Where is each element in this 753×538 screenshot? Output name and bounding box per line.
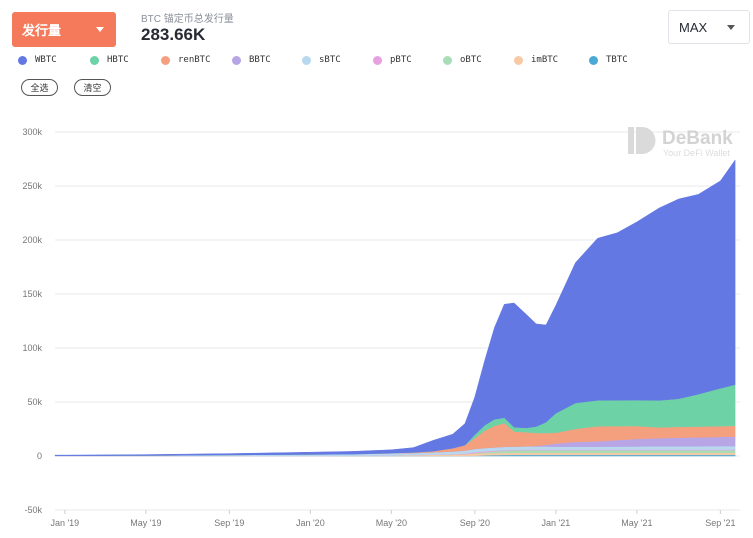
legend-label: TBTC	[606, 55, 628, 65]
metric-selector-button[interactable]: 发行量	[12, 12, 116, 47]
legend-dot-icon	[302, 55, 311, 65]
chevron-down-icon	[727, 25, 735, 30]
legend-dot-icon	[232, 55, 241, 65]
y-tick-label: 100k	[22, 343, 42, 353]
y-tick-label: 50k	[27, 397, 42, 407]
x-tick-label: Sep '19	[214, 518, 244, 528]
x-tick-label: Sep '20	[460, 518, 490, 528]
legend-dot-icon	[18, 55, 27, 65]
y-tick-label: 300k	[22, 127, 42, 137]
legend-item-bbtc[interactable]: BBTC	[232, 55, 271, 65]
legend-item-imbtc[interactable]: imBTC	[514, 55, 558, 65]
chart-legend: WBTC HBTC renBTC BBTC sBTC pBTC oBTC imBTC TBTC	[18, 55, 738, 69]
y-tick-label: 250k	[22, 181, 42, 191]
legend-dot-icon	[514, 55, 523, 65]
x-tick-label: Jan '21	[541, 518, 570, 528]
x-axis: Jan '19 May '19 Sep '19 Jan '20 May '20 Sep '…	[50, 510, 735, 528]
series-area-wbtc	[54, 159, 736, 456]
legend-item-renbtc[interactable]: renBTC	[161, 55, 211, 65]
summary-value: 283.66K	[141, 25, 206, 44]
y-tick-label: 200k	[22, 235, 42, 245]
debank-logo-icon	[628, 127, 656, 154]
series-areas	[54, 159, 736, 457]
legend-label: BBTC	[249, 55, 271, 65]
summary-label: BTC 锚定币总发行量	[141, 14, 234, 25]
legend-item-tbtc[interactable]: TBTC	[589, 55, 628, 65]
legend-label: HBTC	[107, 55, 129, 65]
legend-label: imBTC	[531, 55, 559, 65]
debank-watermark: DeBank Your DeFi Wallet	[628, 127, 733, 158]
legend-item-hbtc[interactable]: HBTC	[90, 55, 129, 65]
y-tick-label: 150k	[22, 289, 42, 299]
clear-button[interactable]: 清空	[74, 79, 111, 96]
y-tick-label: 0	[37, 451, 42, 461]
legend-dot-icon	[443, 55, 452, 65]
watermark-brand: DeBank	[662, 128, 733, 149]
x-tick-label: May '21	[621, 518, 652, 528]
x-tick-label: May '20	[376, 518, 407, 528]
watermark-tagline: Your DeFi Wallet	[663, 148, 730, 158]
select-all-button[interactable]: 全选	[21, 79, 58, 96]
legend-item-obtc[interactable]: oBTC	[443, 55, 482, 65]
time-range-value: MAX	[679, 19, 708, 35]
x-tick-label: Sep '21	[705, 518, 735, 528]
x-tick-label: May '19	[130, 518, 161, 528]
y-tick-label: -50k	[24, 505, 42, 515]
legend-label: sBTC	[319, 55, 341, 65]
legend-label: oBTC	[460, 55, 482, 65]
x-tick-label: Jan '19	[50, 518, 79, 528]
x-tick-label: Jan '20	[296, 518, 325, 528]
y-axis: -50k 0 50k 100k 150k 200k 250k 300k	[22, 127, 42, 515]
legend-item-wbtc[interactable]: WBTC	[18, 55, 57, 65]
legend-dot-icon	[161, 55, 170, 65]
legend-item-pbtc[interactable]: pBTC	[373, 55, 412, 65]
legend-item-sbtc[interactable]: sBTC	[302, 55, 341, 65]
legend-dot-icon	[90, 55, 99, 65]
chevron-down-icon	[96, 27, 104, 32]
legend-dot-icon	[589, 55, 598, 65]
metric-selector-label: 发行量	[22, 23, 62, 38]
legend-label: renBTC	[178, 55, 211, 65]
legend-label: pBTC	[390, 55, 412, 65]
legend-dot-icon	[373, 55, 382, 65]
legend-label: WBTC	[35, 55, 57, 65]
time-range-select[interactable]: MAX	[668, 10, 750, 44]
